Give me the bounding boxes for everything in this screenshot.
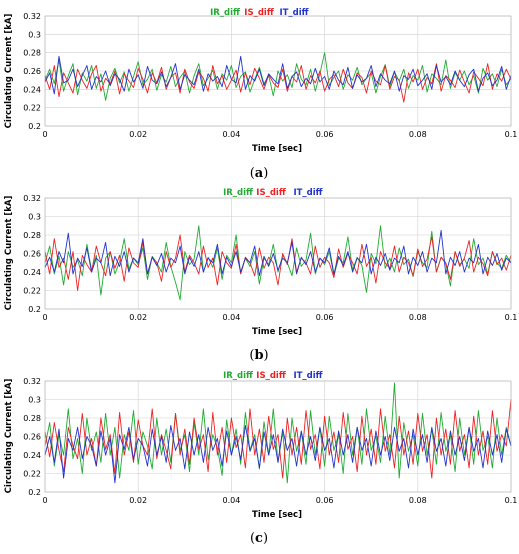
legend-is-diff: IS_diff	[256, 371, 286, 381]
y-tick-label: 0.22	[23, 287, 41, 296]
plot-frame	[44, 15, 512, 127]
y-tick-labels: 0.2 0.22 0.24 0.26 0.28 0.3 0.32	[23, 194, 41, 314]
x-tick-labels: 0 0.02 0.04 0.06 0.08 0.1	[42, 313, 517, 322]
y-tick-label: 0.26	[23, 250, 41, 259]
legend-it-diff: IT_diff	[293, 371, 322, 381]
series-line-ir-diff	[44, 225, 512, 301]
y-tick-label: 0.32	[23, 12, 41, 21]
series-line-is-diff	[44, 63, 512, 103]
plot-frame	[44, 380, 512, 493]
x-tick-label: 0	[42, 496, 47, 505]
y-tick-label: 0.28	[23, 49, 41, 58]
y-axis-label: Circulating Current [kA]	[4, 196, 14, 311]
x-tick-label: 0.04	[222, 313, 240, 322]
y-tick-label: 0.24	[23, 85, 41, 94]
y-tick-label: 0.28	[23, 231, 41, 240]
x-tick-label: 0.06	[316, 496, 334, 505]
y-tick-label: 0.3	[28, 213, 41, 222]
y-tick-label: 0.24	[23, 268, 41, 277]
legend-ir-diff: IR_diff	[210, 8, 240, 18]
series-line-is-diff	[44, 399, 512, 479]
x-tick-label: 0.02	[129, 130, 147, 139]
x-tick-labels: 0 0.02 0.04 0.06 0.08 0.1	[42, 130, 517, 139]
panel-label: c	[255, 531, 263, 546]
x-tick-label: 0.1	[505, 496, 518, 505]
y-tick-label: 0.32	[23, 377, 41, 386]
x-tick-label: 0.04	[222, 496, 240, 505]
x-tick-label: 0.1	[505, 313, 518, 322]
legend-is-diff: IS_diff	[256, 188, 286, 198]
x-tick-label: 0.06	[316, 313, 334, 322]
legend-is-diff: IS_diff	[244, 8, 274, 18]
x-tick-label: 0	[42, 313, 47, 322]
y-tick-label: 0.28	[23, 414, 41, 423]
y-tick-label: 0.26	[23, 67, 41, 76]
panel-caption: (c)	[250, 531, 268, 546]
legend-it-diff: IT_diff	[279, 8, 308, 18]
series-line-it-diff	[44, 229, 512, 277]
y-axis-label: Circulating Current [kA]	[4, 379, 14, 494]
legend-ir-diff: IR_diff	[223, 188, 253, 198]
x-tick-label: 0	[42, 130, 47, 139]
y-tick-label: 0.3	[28, 30, 41, 39]
legend-it-diff: IT_diff	[293, 188, 322, 198]
x-tick-label: 0.08	[409, 496, 427, 505]
x-axis-label: Time [sec]	[252, 327, 302, 337]
x-axis-label: Time [sec]	[252, 510, 302, 520]
series-lines	[44, 52, 512, 103]
x-tick-labels: 0 0.02 0.04 0.06 0.08 0.1	[42, 496, 517, 505]
y-tick-labels: 0.2 0.22 0.24 0.26 0.28 0.3 0.32	[23, 377, 41, 497]
y-tick-label: 0.32	[23, 194, 41, 203]
series-line-it-diff	[44, 55, 512, 95]
series-line-is-diff	[44, 234, 512, 291]
chart-panel-b: IR_diff IS_diff IT_diff 0.20.220.240.260…	[4, 188, 517, 363]
x-tick-label: 0.02	[129, 313, 147, 322]
y-tick-labels: 0.2 0.22 0.24 0.26 0.28 0.3 0.32	[23, 12, 41, 131]
y-tick-label: 0.24	[23, 451, 41, 460]
legend-ir-diff: IR_diff	[223, 371, 253, 381]
y-tick-label: 0.26	[23, 433, 41, 442]
y-tick-label: 0.2	[28, 122, 41, 131]
series-lines	[44, 225, 512, 301]
x-tick-label: 0.08	[409, 130, 427, 139]
chart-panel-c: IR_diff IS_diff IT_diff 0.20.220.240.260…	[4, 371, 517, 546]
y-tick-label: 0.2	[28, 305, 41, 314]
panel-caption: (b)	[249, 348, 268, 363]
x-tick-label: 0.08	[409, 313, 427, 322]
series-line-ir-diff	[44, 52, 512, 101]
y-tick-label: 0.22	[23, 104, 41, 113]
y-tick-label: 0.2	[28, 488, 41, 497]
x-tick-label: 0.06	[316, 130, 334, 139]
series-lines	[44, 382, 512, 484]
series-line-it-diff	[44, 424, 512, 484]
y-tick-label: 0.3	[28, 396, 41, 405]
chart-panel-a: IR_diff IS_diff IT_diff 0.20.220.240.260…	[4, 8, 517, 181]
x-tick-label: 0.02	[129, 496, 147, 505]
panel-caption: (a)	[250, 166, 269, 181]
plot-frame	[44, 197, 512, 310]
y-tick-label: 0.22	[23, 470, 41, 479]
grid	[44, 197, 512, 310]
x-tick-label: 0.04	[222, 130, 240, 139]
panel-label: a	[255, 166, 264, 181]
y-axis-label: Circulating Current [kA]	[4, 14, 14, 129]
x-axis-label: Time [sec]	[252, 144, 302, 154]
panel-label: b	[254, 348, 263, 363]
x-tick-label: 0.1	[505, 130, 518, 139]
